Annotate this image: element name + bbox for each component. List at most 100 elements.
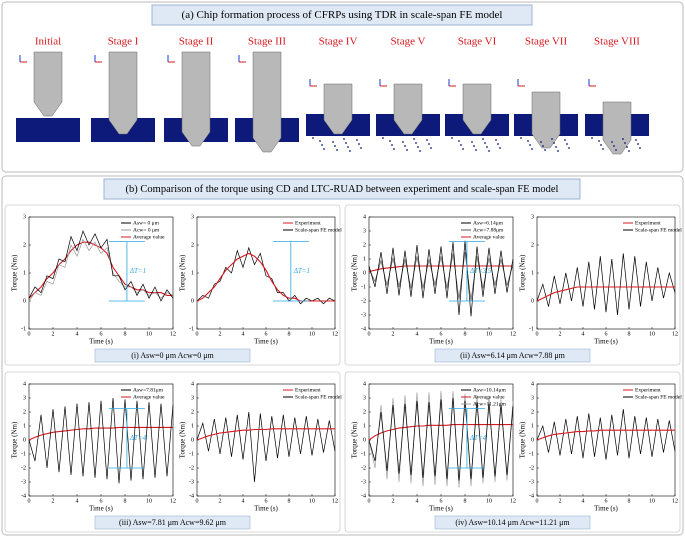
data-line	[28, 229, 174, 302]
x-axis-label: Time (s)	[594, 338, 618, 346]
tool	[181, 51, 211, 147]
x-tick-label: 2	[392, 331, 395, 337]
x-tick-label: 6	[440, 331, 443, 337]
y-tick-label: 3	[191, 395, 194, 401]
stage-label: Stage IV	[319, 36, 358, 48]
x-tick-label: 4	[76, 331, 79, 337]
y-tick-label: -3	[361, 312, 366, 318]
chip-debris	[336, 149, 338, 151]
y-tick-label: -4	[189, 493, 194, 499]
y-tick-label: 4	[363, 381, 366, 387]
x-tick-label: 2	[392, 498, 395, 504]
y-tick-label: 1	[363, 423, 366, 429]
annotation: ΔT=1	[129, 267, 146, 275]
chip-debris	[482, 138, 484, 140]
chip-debris	[358, 143, 360, 145]
data-line	[196, 411, 336, 483]
y-tick-label: 1	[531, 423, 534, 429]
chip-debris	[568, 147, 570, 149]
annotation: ΔT=4	[469, 434, 487, 442]
x-tick-label: 8	[464, 331, 467, 337]
legend-label: Scale-span FE model	[295, 394, 342, 400]
y-tick-label: 4	[191, 381, 194, 387]
x-tick-label: 8	[628, 331, 631, 337]
x-tick-label: 0	[368, 331, 371, 337]
y-tick-label: 3	[363, 228, 366, 234]
legend-label: Asw=7.81μm	[133, 387, 164, 393]
y-tick-label: 1	[23, 423, 26, 429]
chip-debris	[321, 144, 323, 146]
chip-debris	[475, 149, 477, 151]
legend-label: Experiment	[635, 220, 661, 226]
chip-debris	[551, 138, 553, 140]
x-tick-label: 4	[242, 331, 245, 337]
x-tick-label: 10	[309, 498, 315, 504]
chip-debris	[382, 137, 384, 139]
y-tick-label: 3	[23, 395, 26, 401]
x-axis-label: Time (s)	[594, 505, 618, 513]
chip-debris	[312, 137, 314, 139]
chip-debris	[486, 146, 488, 148]
x-tick-label: 4	[582, 331, 585, 337]
chip-debris	[613, 145, 615, 147]
workpiece	[16, 118, 80, 142]
chip-debris	[628, 150, 630, 152]
y-tick-label: -1	[529, 451, 534, 457]
annotation: ΔT=3.5	[469, 267, 492, 275]
data-line	[28, 426, 173, 441]
chip-debris	[484, 142, 486, 144]
legend-label: Asw=10.14μm	[473, 387, 507, 393]
x-tick-label: 10	[486, 498, 492, 504]
y-tick-label: 1	[531, 270, 534, 276]
y-tick-label: 3	[531, 395, 534, 401]
chip-debris	[488, 150, 490, 152]
x-tick-label: 6	[605, 498, 608, 504]
panel-b-title-box	[103, 178, 581, 200]
chip-debris	[345, 142, 347, 144]
y-tick-label: 0	[191, 298, 194, 304]
chip-debris	[360, 147, 362, 149]
chip-debris	[520, 137, 522, 139]
annotation: ΔT=1	[293, 267, 310, 275]
stage-label: Stage VII	[525, 36, 568, 48]
annotation: ΔT=4	[129, 434, 147, 442]
chip-debris	[334, 145, 336, 147]
caption-box	[434, 348, 591, 363]
y-axis-label: Torque (Nm)	[11, 421, 19, 458]
chip-debris	[637, 143, 639, 145]
chip-debris	[473, 145, 475, 147]
y-axis-label: Torque (Nm)	[179, 254, 187, 291]
chip-debris	[555, 146, 557, 148]
panel-a-frame	[1, 1, 684, 173]
chip-debris	[343, 138, 345, 140]
y-tick-label: 0	[363, 437, 366, 443]
legend-label: Average value	[473, 394, 505, 400]
x-tick-label: 12	[332, 498, 338, 504]
legend-label: Experiment	[295, 220, 321, 226]
chip-debris	[413, 138, 415, 140]
x-tick-label: 10	[146, 331, 152, 337]
x-tick-label: 12	[170, 498, 176, 504]
y-tick-label: 2	[531, 242, 534, 248]
x-tick-label: 0	[536, 498, 539, 504]
chip-debris	[332, 141, 334, 143]
chip-debris	[319, 140, 321, 142]
tool	[462, 83, 492, 135]
x-axis-label: Time (s)	[254, 505, 278, 513]
x-tick-label: 0	[196, 331, 199, 337]
y-tick-label: -1	[361, 284, 366, 290]
x-tick-label: 10	[649, 498, 655, 504]
data-line	[368, 390, 514, 488]
x-tick-label: 10	[309, 331, 315, 337]
y-axis-label: Torque (Nm)	[351, 421, 359, 458]
chip-debris	[624, 142, 626, 144]
x-tick-label: 4	[76, 498, 79, 504]
chip-debris	[458, 140, 460, 142]
y-tick-label: -2	[21, 465, 26, 471]
y-tick-label: -1	[21, 326, 26, 332]
chip-debris	[635, 139, 637, 141]
chip-debris	[419, 150, 421, 152]
x-tick-label: 12	[672, 498, 678, 504]
y-tick-label: 2	[363, 242, 366, 248]
